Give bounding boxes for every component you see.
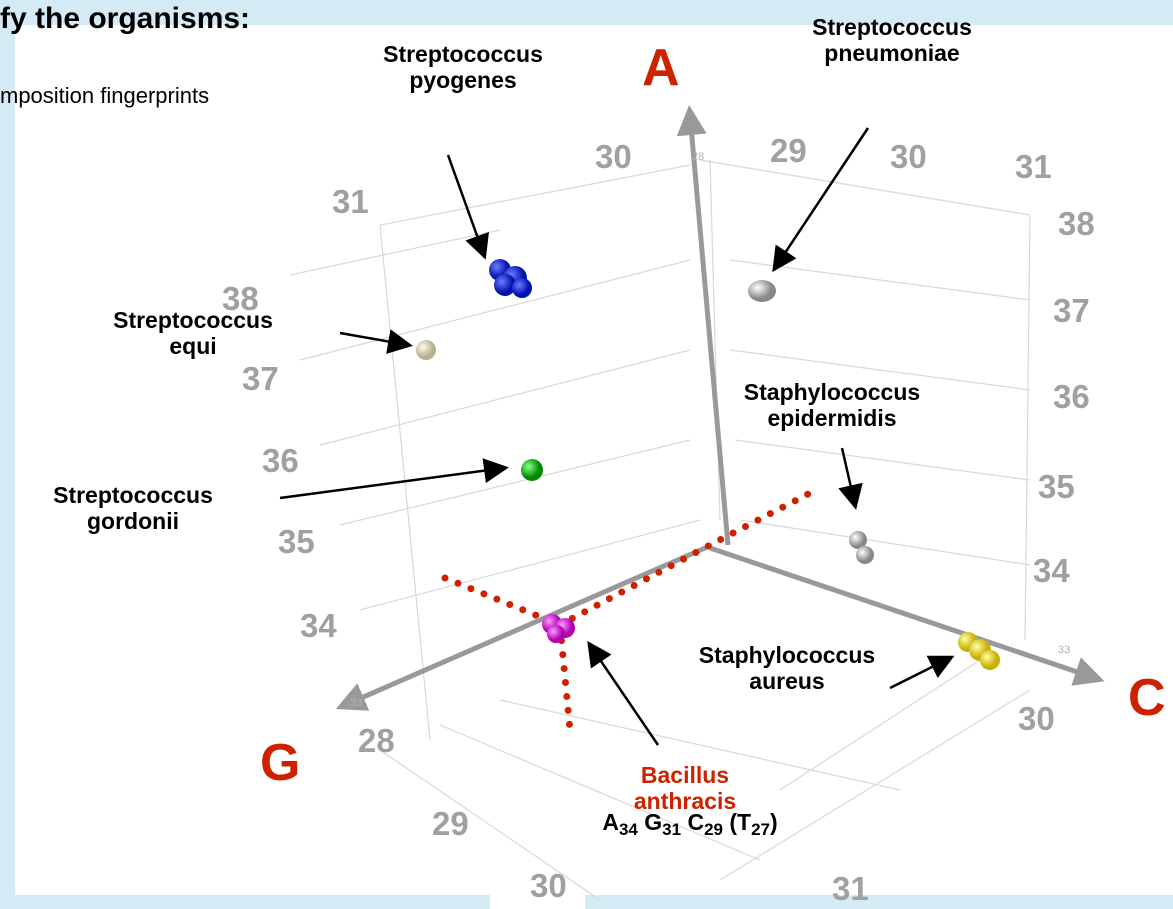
tick-label: 33: [350, 697, 362, 709]
label-line: aureus: [749, 668, 824, 694]
label-line: Streptococcus: [53, 482, 213, 508]
title: fy the organisms:: [0, 2, 250, 35]
label-line: pyogenes: [409, 67, 516, 93]
tick-label: 37: [242, 360, 279, 397]
spheres: [416, 259, 1000, 670]
axes: [335, 105, 1105, 711]
grid: [289, 159, 1031, 901]
tick-label: 35: [278, 523, 315, 560]
tick-label: 38: [1058, 205, 1095, 242]
organism-label: Bacillus anthracis: [634, 762, 736, 814]
subtitle: mposition fingerprints: [0, 83, 209, 108]
axis-label: G: [260, 734, 300, 792]
tick-label: 31: [832, 870, 869, 907]
subscript: 34: [619, 820, 638, 839]
tick-label: 37: [1053, 292, 1090, 329]
organism-label: Staphylococcus aureus: [699, 642, 875, 694]
label-line: epidermidis: [767, 405, 896, 431]
subscript: 29: [704, 820, 723, 839]
tick-label: 30: [595, 138, 632, 175]
label-line: Staphylococcus: [699, 642, 875, 668]
tick-label: 36: [1053, 378, 1090, 415]
label-line: Streptococcus: [812, 14, 972, 40]
tick-label: 38: [222, 280, 259, 317]
label-line: pneumoniae: [824, 40, 959, 66]
axis-label: A: [642, 39, 680, 97]
label-line: anthracis: [634, 788, 736, 814]
label-line: equi: [169, 333, 216, 359]
white-panel: [15, 25, 1173, 895]
tick-label: 29: [432, 805, 469, 842]
label-line: Streptococcus: [113, 307, 273, 333]
organism-label: Streptococcus gordonii: [53, 482, 213, 534]
tick-label: 28: [692, 151, 704, 163]
organism-label: Streptococcus pneumoniae: [812, 14, 972, 66]
tick-label: 31: [1015, 148, 1052, 185]
arrows: [279, 127, 955, 746]
organism-label: Streptococcus pyogenes: [383, 41, 543, 93]
label-line: Streptococcus: [383, 41, 543, 67]
axis-label: C: [1128, 669, 1166, 727]
tick-label: 30: [890, 138, 927, 175]
tick-label: 31: [332, 183, 369, 220]
tick-label: 34: [300, 607, 337, 644]
tick-label: 30: [1018, 700, 1055, 737]
base: C: [681, 809, 704, 835]
tick-label: 36: [262, 442, 299, 479]
tick-label: 28: [358, 722, 395, 759]
base: G: [638, 809, 662, 835]
label-line: gordonii: [87, 508, 179, 534]
base: A: [602, 809, 619, 835]
organism-label: Staphylococcus epidermidis: [744, 379, 920, 431]
label-line: Staphylococcus: [744, 379, 920, 405]
label-line: Bacillus: [641, 762, 729, 788]
base: (T: [723, 809, 751, 835]
organism-label: Streptococcus equi: [113, 307, 273, 359]
tick-label: 35: [1038, 468, 1075, 505]
subscript: 27: [751, 820, 770, 839]
subscript: 31: [662, 820, 681, 839]
tick-label: 34: [1033, 552, 1070, 589]
tick-label: 30: [530, 867, 567, 904]
formula: A34 G31 C29 (T27): [602, 809, 777, 839]
tick-label: 29: [770, 132, 807, 169]
tick-label: 33: [1058, 644, 1070, 656]
white-notch: [490, 890, 585, 909]
base: ): [770, 809, 778, 835]
